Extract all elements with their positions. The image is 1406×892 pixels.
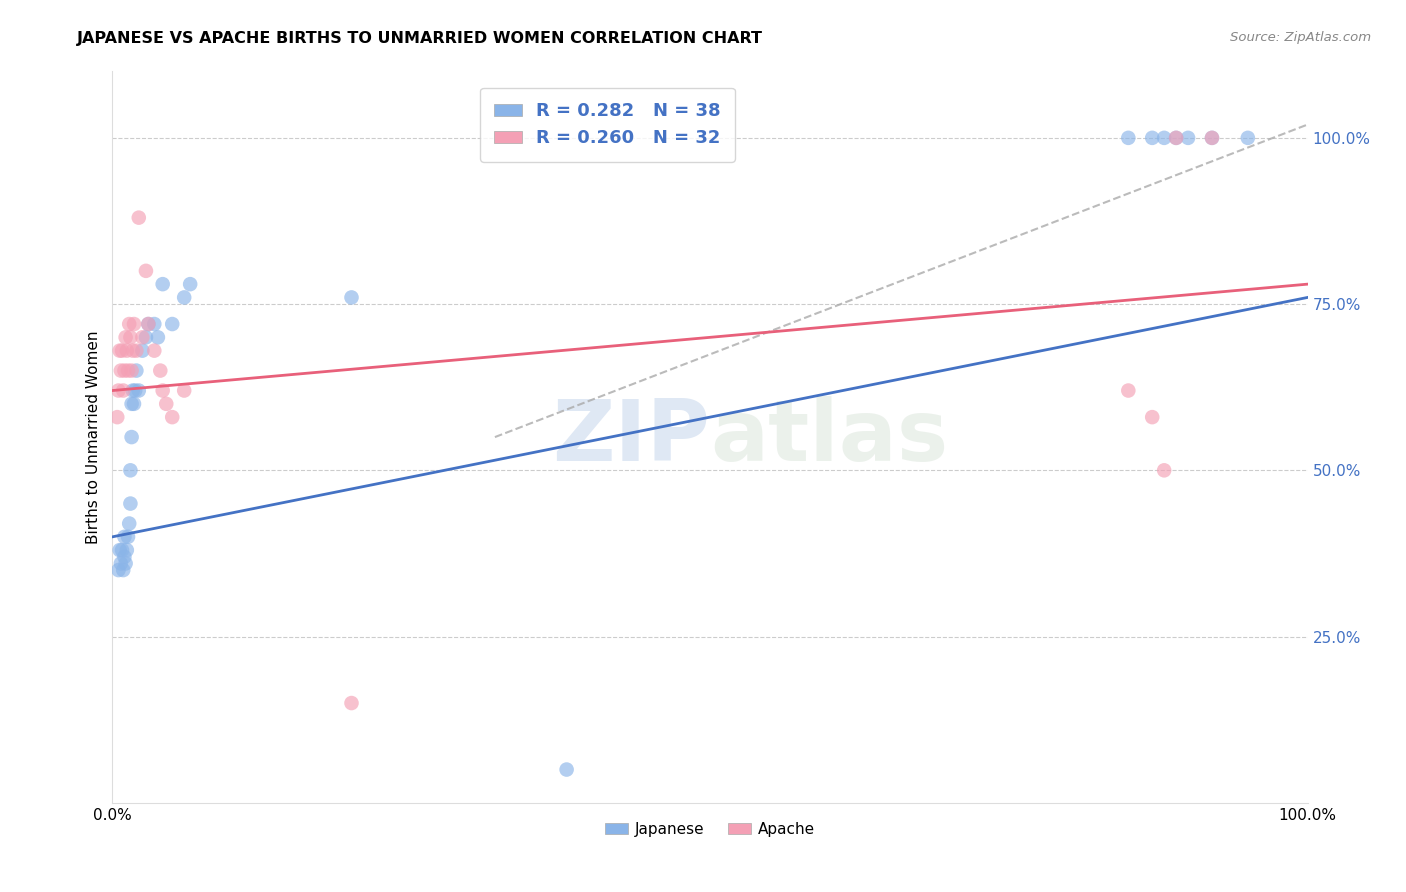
Point bbox=[1166, 131, 1188, 145]
Point bbox=[122, 397, 145, 411]
Point bbox=[125, 363, 148, 377]
Point bbox=[121, 384, 143, 398]
Point bbox=[117, 363, 139, 377]
Point bbox=[128, 384, 150, 398]
Point bbox=[121, 343, 143, 358]
Point bbox=[1201, 131, 1223, 145]
Point bbox=[124, 384, 146, 398]
Point bbox=[1142, 410, 1164, 425]
Point bbox=[149, 363, 172, 377]
Text: Source: ZipAtlas.com: Source: ZipAtlas.com bbox=[1230, 31, 1371, 45]
Point bbox=[131, 330, 153, 344]
Point bbox=[115, 543, 138, 558]
Point bbox=[114, 530, 135, 544]
Point bbox=[135, 330, 157, 344]
Point bbox=[111, 543, 134, 558]
Point bbox=[179, 277, 201, 292]
Legend: Japanese, Apache: Japanese, Apache bbox=[599, 815, 821, 843]
Point bbox=[143, 317, 166, 331]
Point bbox=[120, 497, 142, 511]
Y-axis label: Births to Unmarried Women: Births to Unmarried Women bbox=[86, 330, 101, 544]
Point bbox=[107, 563, 129, 577]
Point bbox=[112, 384, 135, 398]
Point bbox=[146, 330, 169, 344]
Point bbox=[340, 290, 363, 304]
Point bbox=[108, 543, 131, 558]
Point bbox=[115, 343, 138, 358]
Point bbox=[138, 317, 160, 331]
Point bbox=[162, 317, 183, 331]
Point bbox=[152, 277, 174, 292]
Point bbox=[110, 363, 132, 377]
Point bbox=[121, 363, 143, 377]
Point bbox=[117, 530, 139, 544]
Point bbox=[120, 463, 142, 477]
Point bbox=[114, 363, 135, 377]
Point bbox=[105, 410, 128, 425]
Point bbox=[108, 343, 131, 358]
Point bbox=[107, 384, 129, 398]
Point bbox=[1118, 384, 1140, 398]
Point bbox=[162, 410, 183, 425]
Point bbox=[1153, 463, 1175, 477]
Point bbox=[1177, 131, 1199, 145]
Point bbox=[1142, 131, 1164, 145]
Point bbox=[110, 557, 132, 571]
Point bbox=[152, 384, 174, 398]
Point bbox=[1118, 131, 1140, 145]
Point bbox=[121, 397, 143, 411]
Point bbox=[1201, 131, 1223, 145]
Point bbox=[143, 343, 166, 358]
Point bbox=[114, 330, 136, 344]
Point bbox=[114, 557, 136, 571]
Point bbox=[155, 397, 177, 411]
Point bbox=[111, 343, 134, 358]
Point bbox=[138, 317, 160, 331]
Point bbox=[122, 317, 145, 331]
Point bbox=[112, 563, 135, 577]
Point bbox=[125, 343, 148, 358]
Point bbox=[118, 516, 141, 531]
Point bbox=[135, 264, 157, 278]
Point bbox=[128, 211, 150, 225]
Point bbox=[1153, 131, 1175, 145]
Point bbox=[340, 696, 363, 710]
Point bbox=[173, 384, 195, 398]
Point bbox=[118, 317, 141, 331]
Text: JAPANESE VS APACHE BIRTHS TO UNMARRIED WOMEN CORRELATION CHART: JAPANESE VS APACHE BIRTHS TO UNMARRIED W… bbox=[77, 31, 763, 46]
Point bbox=[114, 549, 135, 564]
Text: ZIP: ZIP bbox=[553, 395, 710, 479]
Point bbox=[173, 290, 195, 304]
Point bbox=[131, 343, 153, 358]
Point bbox=[120, 330, 142, 344]
Point bbox=[1166, 131, 1188, 145]
Text: atlas: atlas bbox=[710, 395, 948, 479]
Point bbox=[555, 763, 578, 777]
Point bbox=[121, 430, 143, 444]
Point bbox=[1237, 131, 1260, 145]
